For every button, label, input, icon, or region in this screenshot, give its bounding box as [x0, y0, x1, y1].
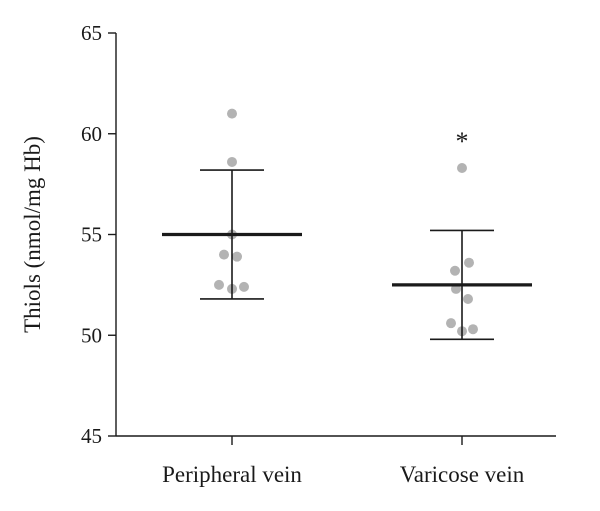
data-point	[227, 108, 237, 119]
group-1: *	[392, 127, 532, 341]
data-point	[219, 249, 229, 260]
y-tick-label: 65	[81, 21, 102, 45]
group-0	[162, 108, 302, 300]
x-category-label: Varicose vein	[400, 462, 525, 487]
y-tick-label: 45	[81, 424, 102, 448]
significance-marker: *	[456, 127, 469, 156]
data-point	[464, 257, 474, 268]
x-category-label: Peripheral vein	[162, 462, 302, 487]
data-point	[457, 163, 467, 174]
y-axis-title: Thiols (nmol/mg Hb)	[20, 136, 45, 333]
data-point	[214, 279, 224, 290]
x-ticks: Peripheral vein Varicose vein	[162, 436, 525, 487]
data-point	[232, 251, 242, 262]
data-groups: *	[162, 108, 532, 341]
data-point	[227, 156, 237, 167]
y-tick-label: 50	[81, 323, 102, 347]
data-point	[468, 324, 478, 335]
data-point	[450, 265, 460, 276]
data-point	[463, 293, 473, 304]
y-tick-label: 55	[81, 223, 102, 247]
y-ticks: 45 50 55 60 65	[81, 21, 116, 448]
data-point	[446, 318, 456, 329]
y-tick-label: 60	[81, 122, 102, 146]
data-point	[239, 281, 249, 292]
